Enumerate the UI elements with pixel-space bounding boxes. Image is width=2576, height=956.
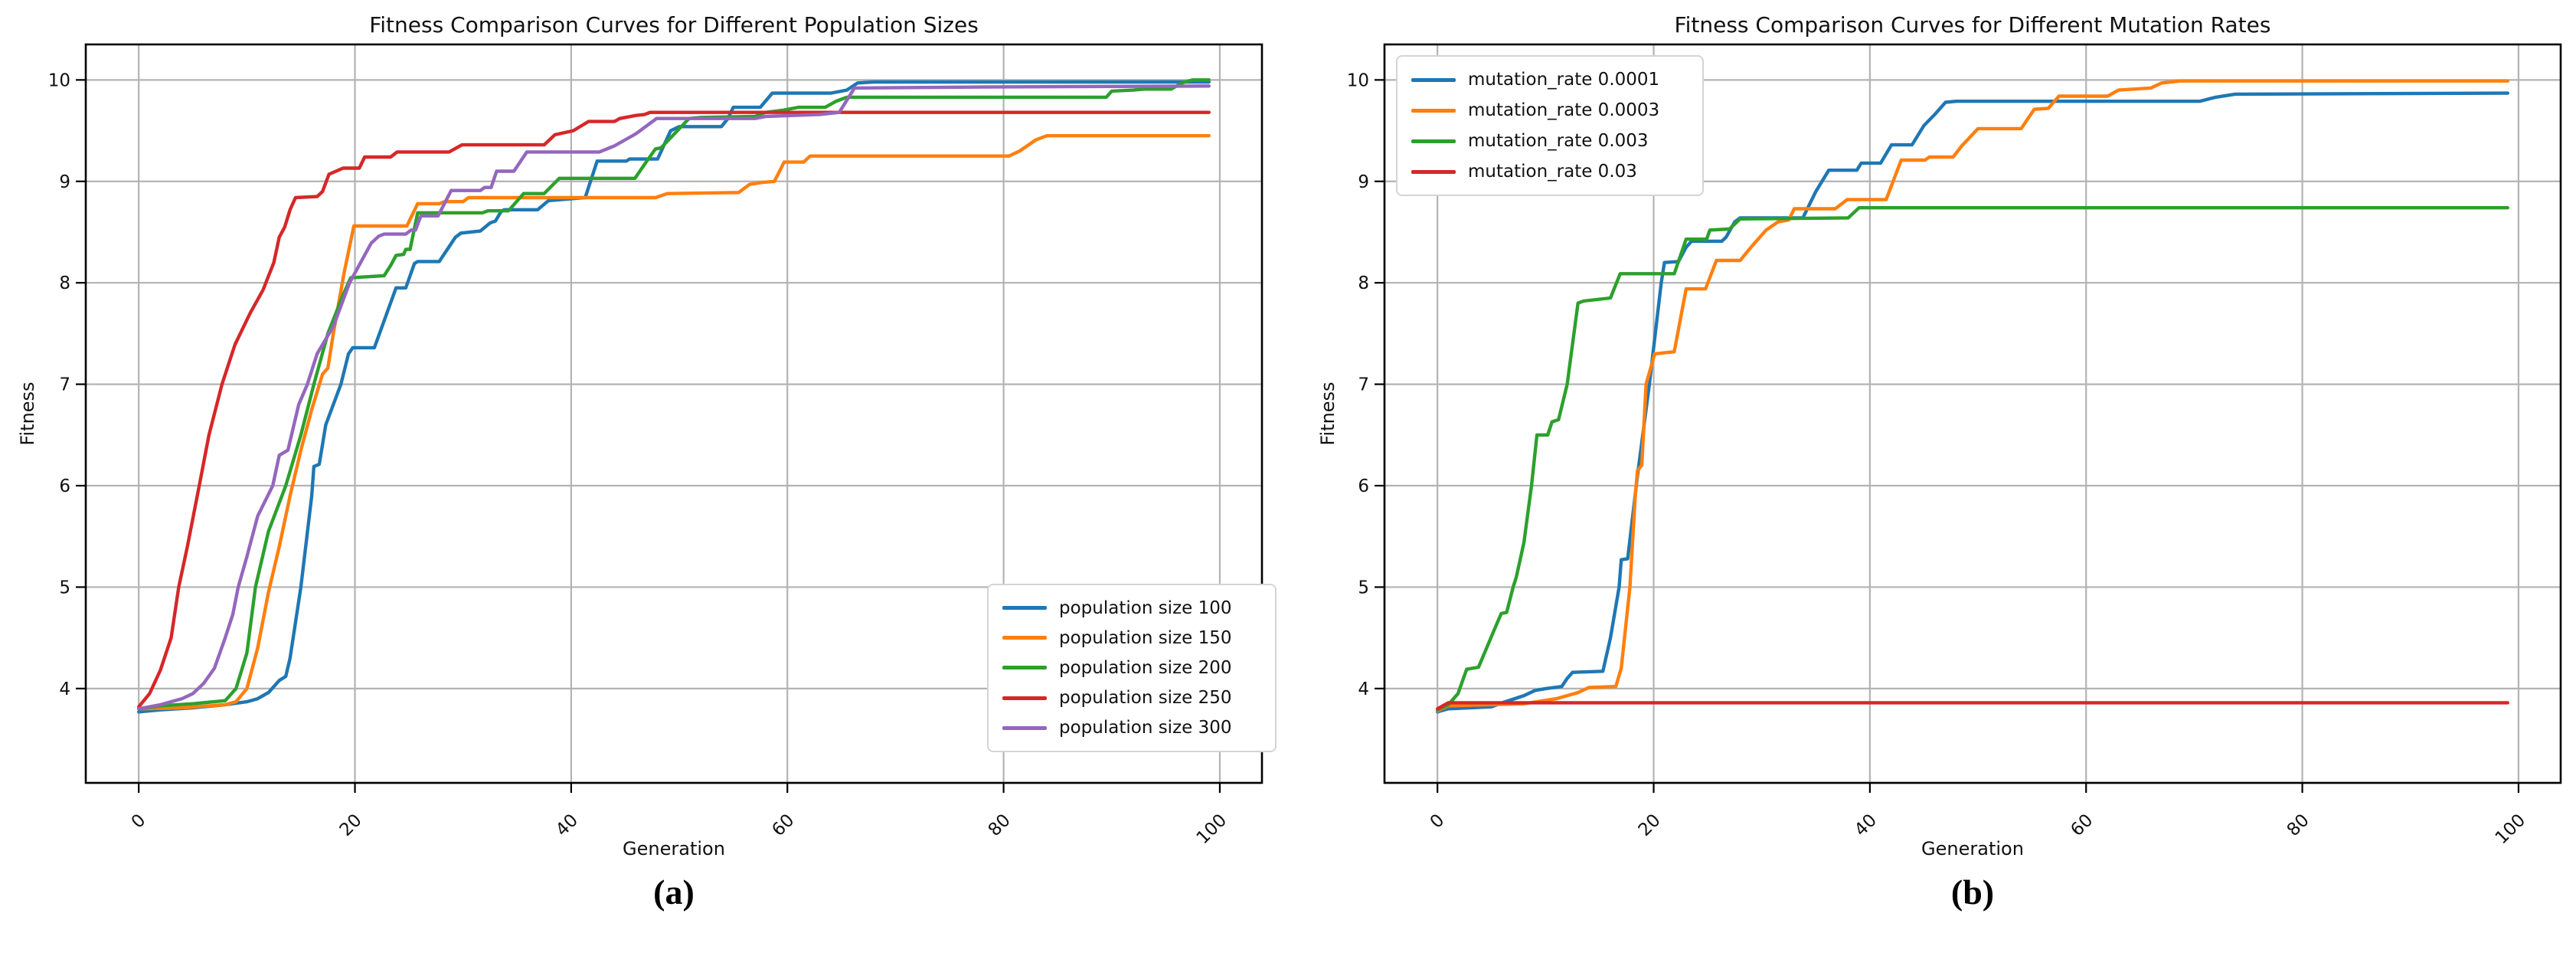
y-tick-label: 4 bbox=[1358, 679, 1369, 699]
legend-item: population size 250 bbox=[1002, 683, 1261, 712]
series-line bbox=[136, 110, 1211, 709]
series-line bbox=[1435, 91, 2510, 714]
y-tick-label: 7 bbox=[59, 375, 70, 395]
legend-line-swatch bbox=[1002, 725, 1047, 730]
x-tick-label: 80 bbox=[2283, 810, 2313, 840]
x-tick-label: 60 bbox=[2067, 810, 2097, 840]
legend-item: population size 100 bbox=[1002, 594, 1261, 623]
legend-label: population size 200 bbox=[1059, 657, 1232, 678]
series-line bbox=[1435, 206, 2510, 712]
legend-label: mutation_rate 0.03 bbox=[1468, 162, 1637, 182]
y-tick-label: 8 bbox=[59, 273, 70, 293]
legend-line-swatch bbox=[1002, 696, 1047, 700]
series-line bbox=[136, 78, 1211, 711]
chart-population-sizes: Fitness Comparison Curves for Different … bbox=[17, 12, 1277, 912]
series-line bbox=[1435, 701, 2510, 711]
chart-title: Fitness Comparison Curves for Different … bbox=[369, 12, 979, 38]
legend-item: mutation_rate 0.0001 bbox=[1411, 65, 1688, 94]
chart-mutation-rates: Fitness Comparison Curves for Different … bbox=[1288, 0, 2576, 956]
x-tick-label: 0 bbox=[128, 810, 150, 833]
legend-line-swatch bbox=[1002, 666, 1047, 670]
y-tick-label: 4 bbox=[59, 679, 70, 699]
y-axis-label: Fitness bbox=[1317, 381, 1339, 446]
legend-line-swatch bbox=[1411, 169, 1456, 174]
legend-label: mutation_rate 0.003 bbox=[1468, 131, 1649, 151]
y-axis-label: Fitness bbox=[17, 381, 38, 446]
y-tick-label: 5 bbox=[59, 578, 70, 598]
series-line bbox=[136, 84, 1211, 711]
legend-label: population size 300 bbox=[1059, 718, 1232, 738]
x-axis-label: Generation bbox=[623, 838, 725, 859]
y-tick-label: 7 bbox=[1358, 375, 1369, 395]
y-tick-label: 5 bbox=[1358, 578, 1369, 598]
y-tick-label: 10 bbox=[1347, 70, 1369, 90]
legend-line-swatch bbox=[1002, 606, 1047, 611]
y-tick-label: 9 bbox=[59, 172, 70, 192]
y-tick-label: 8 bbox=[1358, 273, 1369, 293]
x-axis-label: Generation bbox=[1921, 838, 2024, 859]
chart-title: Fitness Comparison Curves for Different … bbox=[1674, 12, 2271, 38]
legend-label: population size 100 bbox=[1059, 598, 1232, 618]
y-tick-label: 10 bbox=[48, 70, 70, 90]
legend-line-swatch bbox=[1002, 636, 1047, 640]
legend-mutation-rates: mutation_rate 0.0001 mutation_rate 0.0003… bbox=[1396, 55, 1704, 196]
caption-b: (b) bbox=[1950, 873, 1995, 912]
legend-item: mutation_rate 0.0003 bbox=[1411, 96, 1688, 125]
y-tick-label: 6 bbox=[1358, 476, 1369, 496]
legend-item: population size 200 bbox=[1002, 653, 1261, 683]
legend-label: population size 250 bbox=[1059, 688, 1232, 709]
x-tick-label: 0 bbox=[1427, 810, 1449, 833]
legend-item: mutation_rate 0.03 bbox=[1411, 157, 1688, 186]
x-tick-label: 60 bbox=[768, 810, 798, 840]
caption-a: (a) bbox=[653, 873, 695, 912]
x-tick-label: 40 bbox=[1851, 810, 1881, 840]
series-line bbox=[1435, 79, 2510, 713]
series-line bbox=[136, 133, 1211, 711]
legend-item: population size 150 bbox=[1002, 624, 1261, 653]
legend-line-swatch bbox=[1411, 77, 1456, 82]
legend-item: population size 300 bbox=[1002, 713, 1261, 742]
legend-line-swatch bbox=[1411, 139, 1456, 143]
legend-label: mutation_rate 0.0003 bbox=[1468, 100, 1660, 120]
x-tick-label: 20 bbox=[336, 810, 366, 840]
legend-label: population size 150 bbox=[1059, 627, 1232, 648]
x-tick-label: 20 bbox=[1635, 810, 1665, 840]
x-tick-label: 80 bbox=[985, 810, 1015, 840]
y-tick-label: 9 bbox=[1358, 172, 1369, 192]
legend-line-swatch bbox=[1411, 108, 1456, 113]
x-tick-label: 40 bbox=[552, 810, 582, 840]
y-tick-label: 6 bbox=[59, 476, 70, 496]
legend-population-sizes: population size 100 population size 150 po… bbox=[987, 584, 1277, 752]
legend-item: mutation_rate 0.003 bbox=[1411, 126, 1688, 156]
legend-label: mutation_rate 0.0001 bbox=[1468, 70, 1660, 90]
